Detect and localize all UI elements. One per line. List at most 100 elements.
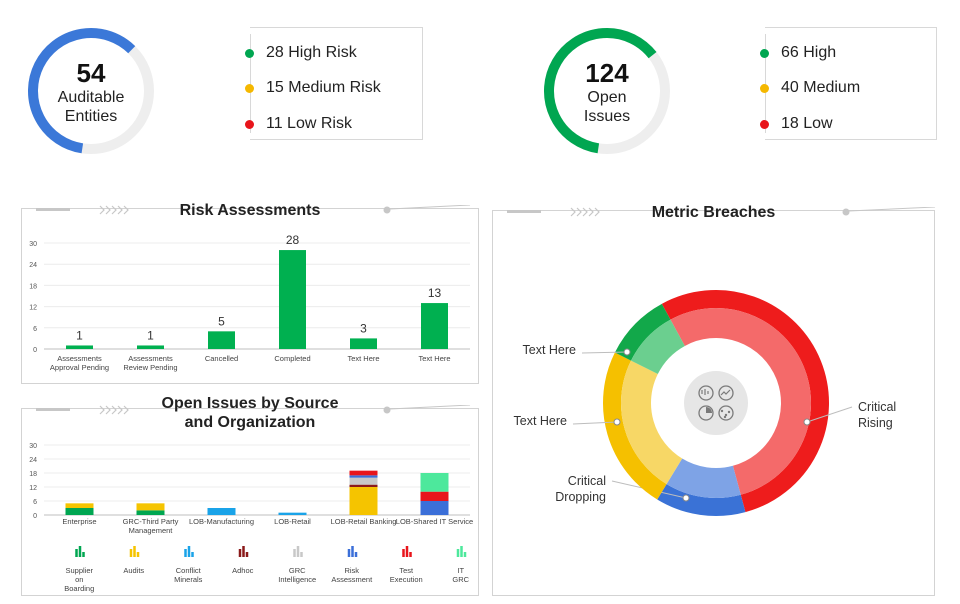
legend-swatch — [456, 549, 460, 557]
legend-swatch — [191, 552, 194, 557]
legend-swatch — [245, 552, 249, 557]
low-dot-icon — [760, 119, 769, 129]
issues-legend-label: 66 High — [781, 44, 837, 61]
open-issues-title: Open Issues by Source and Organization — [22, 394, 478, 432]
slice-label: Rising — [858, 416, 893, 430]
y-tick-label: 0 — [33, 513, 37, 520]
callout-line — [572, 421, 618, 425]
data-label: 13 — [428, 286, 442, 300]
legend-swatch — [136, 552, 140, 557]
legend-label: Test — [399, 566, 414, 575]
medium-risk-dot-icon — [245, 83, 254, 93]
metric-breaches-title: Metric Breaches — [651, 204, 776, 221]
legend-swatch — [293, 549, 296, 557]
legend-label: Intelligence — [278, 575, 316, 584]
callout-dot — [682, 494, 690, 502]
y-tick-label: 6 — [33, 326, 37, 333]
x-tick-label: Enterprise — [62, 517, 96, 526]
entities-legend: 28 High Risk 15 Medium Risk 11 Low Risk — [245, 27, 423, 140]
legend-label: GRC — [289, 566, 306, 575]
legend-item: Audits — [123, 546, 144, 575]
y-tick-label: 18 — [29, 471, 37, 478]
legend-label: Audits — [123, 566, 144, 575]
stacked-bar-segment — [65, 503, 94, 508]
x-tick-label: Review Pending — [123, 363, 177, 372]
risk-assessments-panel: Risk Assessments 0 6 12 18 24 30 1 Assessments A… — [21, 202, 479, 384]
ring-progress-arc — [544, 28, 657, 154]
header-chevrons-decoration — [507, 207, 600, 217]
kpi-open-issues: 124 Open Issues 66 High 40 Medium 18 Low — [480, 0, 960, 170]
y-tick-label: 30 — [29, 241, 37, 248]
y-tick-label: 12 — [29, 305, 37, 312]
legend-item: Adhoc — [232, 546, 254, 575]
legend-swatch — [78, 546, 82, 557]
entities-label-line1: Auditable — [57, 89, 125, 106]
slice-label: Dropping — [555, 490, 606, 504]
issues-label-line2: Issues — [583, 108, 631, 125]
stacked-bar-segment — [349, 477, 378, 485]
legend-label: GRC — [452, 575, 469, 584]
legend-label: on — [75, 575, 83, 584]
entities-count: 54 — [76, 58, 106, 88]
open-issues-stacked-bar-chart: 0 6 12 18 24 30 Enterprise GRC-Third PartyManag… — [29, 443, 473, 593]
stacked-bar-segment — [420, 501, 449, 515]
entities-legend-label: 28 High Risk — [266, 44, 357, 61]
issues-legend-item-low: 18 Low — [760, 115, 833, 133]
legend-swatch — [75, 549, 78, 557]
legend-swatch — [460, 546, 463, 557]
stacked-bar-segment — [65, 508, 94, 515]
y-tick-label: 18 — [29, 283, 37, 290]
x-tick-label: Text Here — [418, 354, 450, 363]
donut-inner-slice — [670, 308, 811, 495]
data-label: 1 — [147, 328, 154, 342]
legend-swatch — [129, 549, 133, 557]
high-risk-dot-icon — [245, 48, 254, 58]
x-tick-label: Management — [129, 526, 174, 535]
x-tick-label: LOB-Shared IT Service — [396, 517, 473, 526]
issues-progress-ring — [544, 28, 670, 154]
stacked-bar-segment — [349, 484, 378, 487]
low-risk-dot-icon — [245, 119, 254, 129]
legend-swatch — [133, 546, 136, 557]
data-label: 28 — [286, 233, 300, 247]
legend-label: IT — [457, 566, 464, 575]
medium-dot-icon — [760, 83, 769, 93]
entities-legend-label: 15 Medium Risk — [266, 79, 381, 96]
y-tick-label: 24 — [29, 457, 37, 464]
x-tick-label: LOB-Manufacturing — [189, 517, 254, 526]
stacked-bar-segment — [420, 473, 449, 492]
bar — [421, 303, 448, 349]
entities-legend-item-low: 11 Low Risk — [245, 115, 352, 133]
legend-label: Supplier — [65, 566, 93, 575]
x-tick-label: LOB-Retail — [274, 517, 311, 526]
slice-label: Text Here — [514, 414, 568, 428]
y-tick-label: 6 — [33, 499, 37, 506]
donut-outer-slice — [657, 483, 746, 516]
legend-label: Assessment — [331, 575, 373, 584]
issues-legend: 66 High 40 Medium 18 Low — [760, 27, 937, 140]
legend-swatch — [300, 552, 303, 557]
issues-legend-item-medium: 40 Medium — [760, 79, 860, 97]
metric-breaches-donut-chart: Critical Rising Critical Dropping Text Here T… — [514, 290, 896, 516]
kpi-auditable-entities: 54 Auditable Entities 28 High Risk 15 Me… — [0, 0, 480, 170]
entities-ring-center: 54 Auditable Entities — [31, 58, 151, 126]
bar — [66, 345, 93, 349]
issues-legend-item-high: 66 High — [760, 44, 836, 62]
x-tick-label: Completed — [274, 354, 310, 363]
legend-swatch — [184, 549, 187, 557]
legend-label: Boarding — [64, 584, 94, 593]
data-label: 3 — [360, 321, 367, 335]
donut-inner-slice — [621, 360, 683, 485]
legend-swatch — [296, 546, 300, 557]
bar — [208, 331, 235, 349]
stacked-bar-segment — [420, 491, 449, 501]
x-tick-label: Approval Pending — [50, 363, 109, 372]
header-dot-line-decoration — [383, 405, 471, 414]
callout-dot — [803, 418, 811, 426]
x-tick-label: Cancelled — [205, 354, 238, 363]
entities-legend-label: 11 Low Risk — [266, 115, 352, 132]
legend-swatch — [347, 549, 351, 557]
